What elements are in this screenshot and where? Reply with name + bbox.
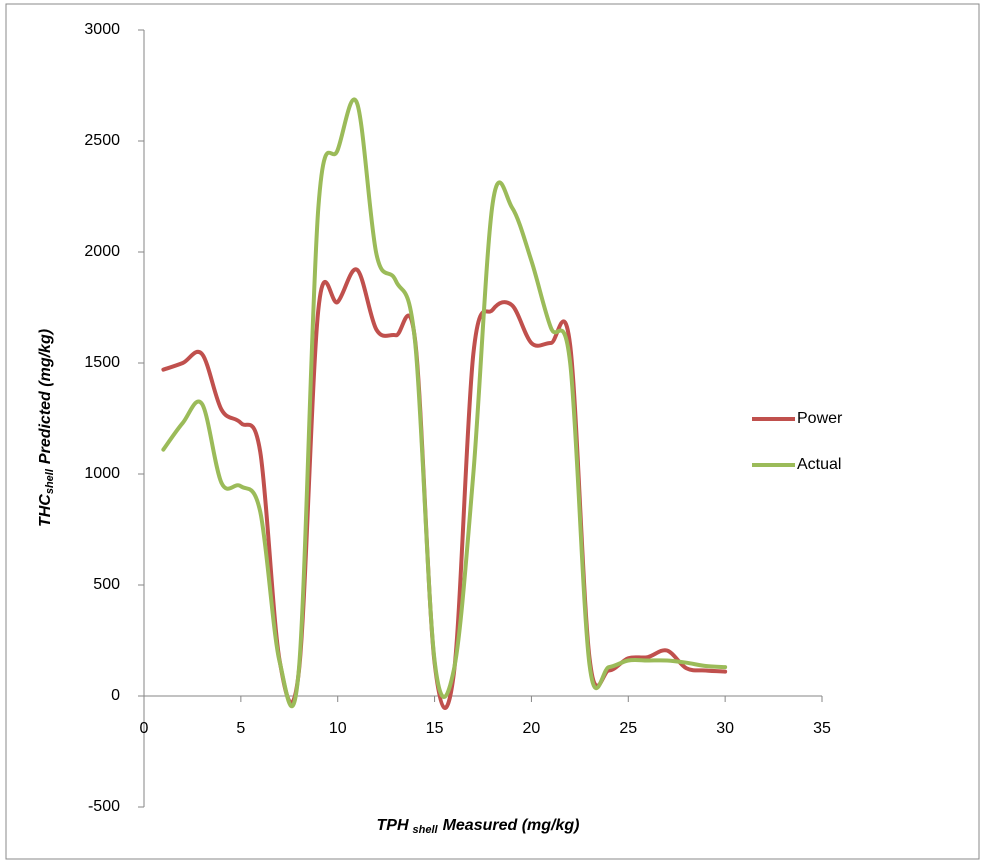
y-tick-label: 3000 xyxy=(84,21,120,38)
x-tick-label: 5 xyxy=(236,720,245,737)
x-tick-label: 35 xyxy=(813,720,831,737)
x-title-main: TPH xyxy=(377,817,409,834)
series-line xyxy=(161,97,728,709)
x-axis-title: TPH shell Measured (mg/kg) xyxy=(377,817,580,836)
x-title-sub: shell xyxy=(413,824,439,836)
y-tick-label: 2000 xyxy=(84,243,120,260)
chart-frame xyxy=(5,3,980,860)
x-tick-label: 0 xyxy=(140,720,149,737)
x-tick-label: 25 xyxy=(619,720,637,737)
x-title-rest: Measured (mg/kg) xyxy=(443,817,580,834)
y-tick-label: 0 xyxy=(111,687,120,704)
x-tick-label: 15 xyxy=(426,720,444,737)
y-tick-label: 500 xyxy=(93,576,120,593)
x-tick-label: 20 xyxy=(523,720,541,737)
y-tick-label: 1000 xyxy=(84,465,120,482)
y-tick-label: 2500 xyxy=(84,132,120,149)
y-title-rest: Predicted (mg/kg) xyxy=(37,329,54,464)
y-title-sub: shell xyxy=(44,468,56,494)
y-title-main: THC xyxy=(37,494,54,527)
legend-label: Power xyxy=(797,410,843,427)
y-axis-title: THCshell Predicted (mg/kg) xyxy=(37,329,56,527)
y-tick-label: -500 xyxy=(88,798,120,815)
x-tick-label: 10 xyxy=(329,720,347,737)
y-tick-label: 1500 xyxy=(84,354,120,371)
x-tick-label: 30 xyxy=(716,720,734,737)
legend-label: Actual xyxy=(797,456,841,473)
